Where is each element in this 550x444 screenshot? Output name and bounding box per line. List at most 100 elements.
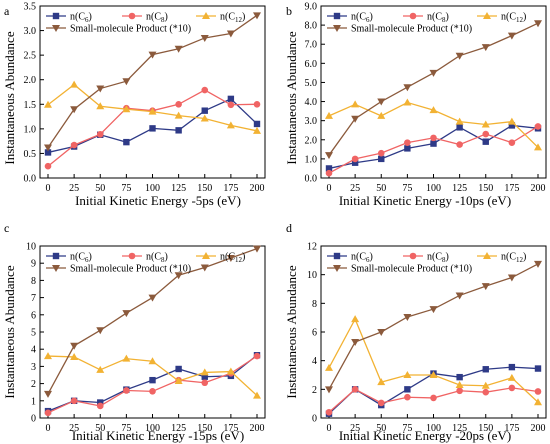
data-point-c8 (534, 123, 542, 130)
x-tick-label: 75 (121, 423, 131, 434)
y-axis-label: Instantaneous Abundance (2, 265, 17, 398)
legend: n(C6) n(C8) n(C12) Small-molecule Product (… (327, 252, 526, 275)
x-tick-label: 200 (531, 423, 546, 434)
legend-marker (202, 12, 210, 19)
data-point-c12 (351, 315, 360, 323)
series-small (44, 245, 261, 398)
data-point-c8 (430, 394, 437, 402)
data-point-c6 (44, 149, 52, 156)
data-point-c8 (253, 352, 261, 360)
data-point-c8 (227, 101, 235, 109)
data-point-c8 (456, 387, 463, 395)
x-tick-label: 100 (426, 423, 441, 434)
data-point-c12 (44, 100, 52, 108)
data-point-small (403, 84, 412, 92)
data-point-c12 (534, 143, 542, 151)
series-line-c12 (328, 317, 539, 403)
data-point-c12 (429, 106, 438, 114)
legend-marker (52, 252, 60, 260)
data-point-small (226, 30, 235, 38)
data-point-c8 (351, 386, 359, 393)
y-tick-label: 9 (31, 259, 36, 270)
y-tick-label: 0 (312, 414, 317, 425)
legend-entry-c12: n(C12) (477, 252, 526, 264)
chart-panel-d: d 0 2 4 6 8 10 12 0 25 50 75 100 125 150 175 200 Initial … (284, 221, 547, 443)
data-point-c12 (70, 352, 79, 360)
data-point-c6 (404, 145, 411, 152)
legend-label-small: Small-molecule Product (*10) (70, 24, 191, 35)
x-tick-label: 0 (327, 423, 332, 434)
y-axis-label: Instantaneous Abundance (2, 31, 17, 164)
data-point-small (44, 144, 52, 152)
data-point-small (122, 310, 131, 318)
y-tick-label: 1 (31, 396, 36, 407)
legend-label-c6: n(C6) (70, 12, 92, 25)
series-c8 (44, 352, 261, 417)
data-point-c6 (175, 365, 182, 373)
chart-panel-a: a 0.0 0.5 1.0 1.5 2.0 2.5 3.0 3.5 0 25 50 75 100 125 15… (2, 2, 266, 208)
data-point-c8 (96, 130, 104, 138)
data-point-c12 (534, 398, 542, 406)
y-tick-label: 1.0 (24, 124, 37, 135)
data-point-c8 (96, 402, 104, 410)
data-point-c8 (201, 86, 209, 94)
data-point-small (148, 294, 157, 302)
data-point-c12 (226, 121, 235, 129)
data-point-c12 (481, 120, 490, 128)
data-point-c12 (148, 357, 157, 365)
legend-marker (52, 265, 60, 272)
legend-marker (409, 12, 417, 20)
legend-label-c6: n(C6) (351, 12, 373, 25)
x-tick-label: 100 (145, 423, 160, 434)
y-tick-label: 6 (31, 310, 36, 321)
x-tick-label: 175 (223, 183, 238, 194)
y-tick-label: 0.5 (24, 149, 37, 160)
data-point-small (253, 245, 261, 253)
legend-label-c8: n(C8) (146, 252, 168, 265)
legend-entry-c6: n(C6) (46, 252, 92, 264)
y-tick-label: 3 (31, 362, 36, 373)
x-tick-label: 200 (250, 183, 265, 194)
data-point-c8 (44, 162, 52, 170)
data-point-small (481, 283, 490, 291)
data-point-c6 (149, 376, 156, 384)
data-point-c12 (351, 100, 360, 108)
data-point-c12 (507, 373, 516, 381)
data-point-c8 (175, 100, 182, 108)
legend-entry-c8: n(C8) (122, 12, 168, 24)
data-point-c12 (507, 117, 516, 125)
y-tick-label: 2.0 (305, 135, 318, 146)
legend-entry-small: Small-molecule Product (*10) (46, 24, 191, 35)
data-point-c8 (44, 409, 52, 417)
legend-label-c8: n(C8) (427, 12, 449, 25)
data-point-c12 (70, 80, 79, 88)
legend-entry-c6: n(C6) (327, 12, 373, 25)
data-point-c8 (325, 408, 333, 416)
x-tick-label: 175 (504, 423, 519, 434)
data-point-small (429, 306, 438, 314)
legend-marker (333, 265, 341, 272)
y-axis-label: Instantaneous Abundance (284, 31, 299, 164)
x-tick-label: 50 (95, 183, 105, 194)
data-point-small (377, 329, 386, 336)
data-point-small (96, 327, 105, 335)
legend-label-small: Small-molecule Product (*10) (351, 24, 472, 35)
data-point-small (200, 34, 209, 42)
data-point-c8 (201, 379, 209, 387)
data-point-small (429, 69, 438, 77)
data-point-small (351, 339, 360, 347)
data-point-c6 (508, 122, 516, 129)
data-point-c6 (351, 159, 359, 166)
series-c12 (44, 352, 261, 399)
series-c6 (44, 95, 261, 156)
y-tick-label: 5.0 (305, 78, 318, 89)
y-tick-label: 8 (31, 276, 36, 287)
y-tick-label: 7.0 (305, 40, 318, 51)
y-axis-label: Instantaneous Abundance (284, 265, 299, 398)
data-point-small (148, 51, 157, 59)
x-tick-label: 125 (171, 183, 186, 194)
data-point-c6 (378, 155, 385, 163)
y-tick-label: 2 (312, 385, 317, 396)
data-point-small (70, 106, 79, 114)
